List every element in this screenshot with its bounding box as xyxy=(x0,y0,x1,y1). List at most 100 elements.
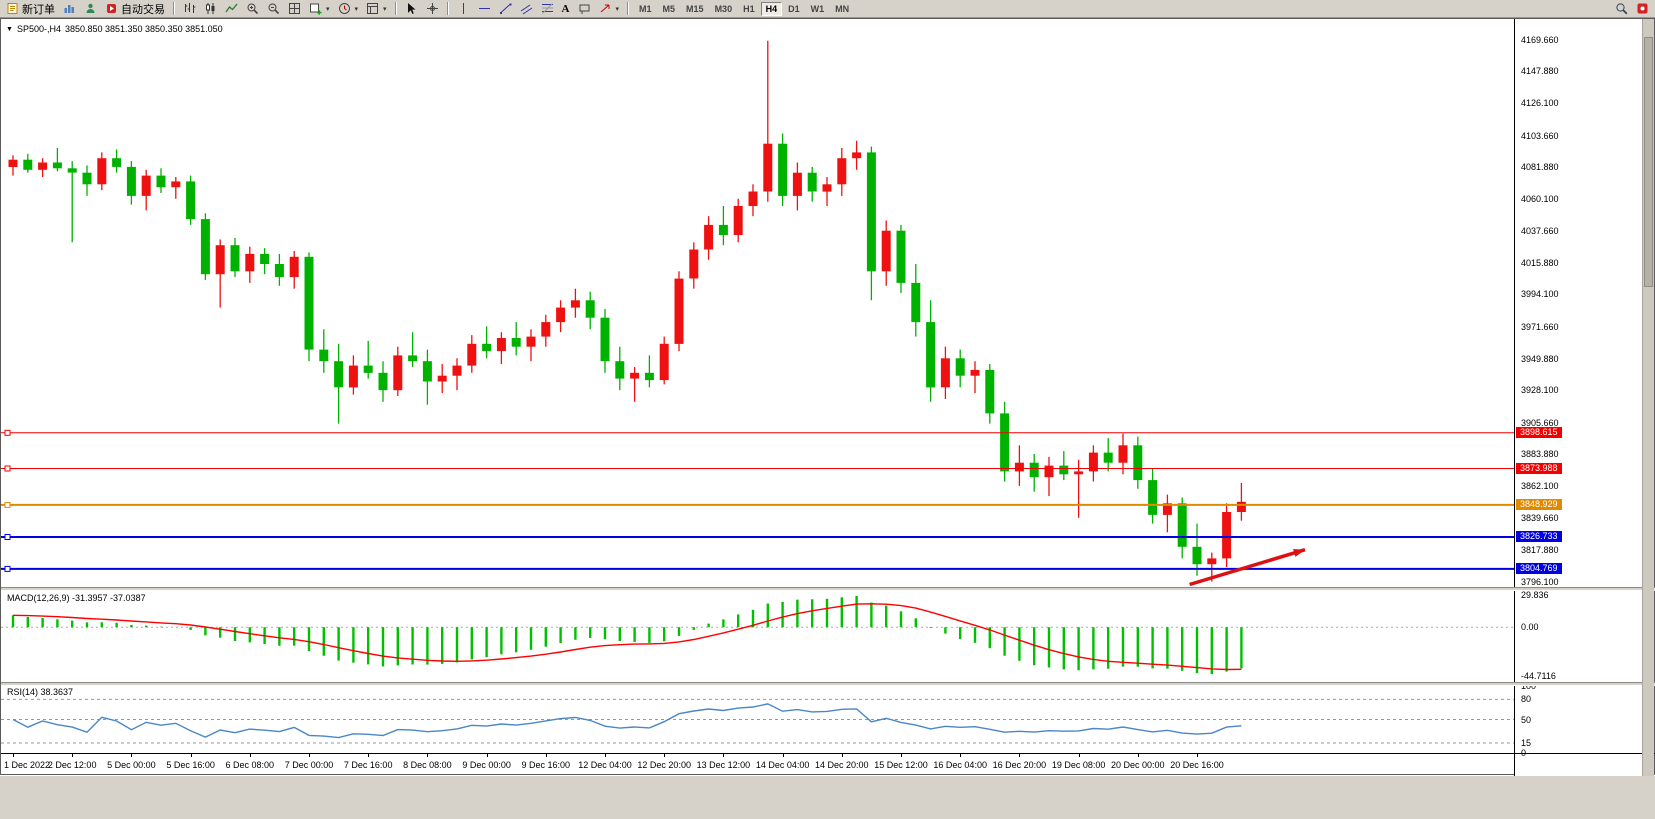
timeframe-button-d1[interactable]: D1 xyxy=(788,3,800,14)
rsi-axis-label: 100 xyxy=(1521,681,1537,691)
bar-chart-type-button[interactable] xyxy=(180,1,199,17)
time-axis-label: 14 Dec 04:00 xyxy=(755,760,810,770)
zoom-out-icon xyxy=(268,3,280,15)
trendline-icon xyxy=(499,3,512,14)
price-tick-label: 3839.660 xyxy=(1521,513,1559,524)
time-axis-label: 5 Dec 16:00 xyxy=(166,760,215,770)
new-chart-icon xyxy=(310,3,322,15)
time-tick xyxy=(664,754,666,757)
timeframe-button-m1[interactable]: M1 xyxy=(639,3,652,14)
crosshair-icon xyxy=(426,3,438,14)
scrollbar-thumb[interactable] xyxy=(1644,37,1653,287)
ohlc-values: 3850.850 3851.350 3850.350 3851.050 xyxy=(64,24,223,34)
time-axis-label: 9 Dec 00:00 xyxy=(462,760,511,770)
line-chart-type-button[interactable] xyxy=(222,1,241,17)
panel-splitter[interactable] xyxy=(1,682,1655,686)
rsi-axis-label: 50 xyxy=(1521,714,1532,725)
hline-price-tag[interactable]: 3873.988 xyxy=(1516,462,1562,474)
time-axis-label: 20 Dec 16:00 xyxy=(1170,760,1224,770)
cursor-icon xyxy=(407,3,416,14)
timeframe-button-m5[interactable]: M5 xyxy=(662,3,676,14)
macd-axis-label: 29.836 xyxy=(1521,589,1549,600)
timeframe-button-m30[interactable]: M30 xyxy=(714,3,733,14)
ohlc-bars-icon xyxy=(185,3,196,13)
search-icon xyxy=(1616,3,1628,15)
chart-dropdown-icon[interactable]: ▼ xyxy=(6,25,13,33)
macd-panel[interactable] xyxy=(1,591,1514,682)
search-button[interactable] xyxy=(1612,1,1631,17)
auto-trading-label: 自动交易 xyxy=(121,3,165,16)
time-tick xyxy=(190,754,192,757)
charts-button[interactable] xyxy=(60,1,79,17)
hline-price-tag[interactable]: 3898.615 xyxy=(1516,426,1562,438)
vertical-scrollbar[interactable] xyxy=(1642,19,1654,776)
main-price-chart[interactable] xyxy=(1,19,1514,587)
profiles-button[interactable] xyxy=(81,1,100,17)
chevron-down-icon: ▾ xyxy=(615,5,620,13)
fibonacci-button[interactable] xyxy=(538,1,557,17)
timeframe-button-mn[interactable]: MN xyxy=(835,3,850,14)
time-tick xyxy=(368,754,370,757)
notification-button[interactable] xyxy=(1633,1,1652,17)
zoom-in-button[interactable] xyxy=(243,1,262,17)
timeframe-button-m15[interactable]: M15 xyxy=(686,3,704,14)
new-chart-button[interactable]: ▾ xyxy=(306,1,333,17)
time-axis-label: 16 Dec 20:00 xyxy=(992,760,1047,770)
time-tick xyxy=(545,754,547,757)
time-axis-label: 7 Dec 00:00 xyxy=(284,760,334,770)
bar-chart-icon xyxy=(64,5,74,13)
auto-trading-button[interactable]: 自动交易 xyxy=(102,1,168,17)
trendline-button[interactable] xyxy=(496,1,515,17)
price-tick-label: 3994.100 xyxy=(1521,289,1559,300)
text-label-button[interactable] xyxy=(575,1,594,17)
time-axis-label: 9 Dec 16:00 xyxy=(521,760,571,770)
time-axis-label: 20 Dec 00:00 xyxy=(1111,760,1165,770)
vertical-line-button[interactable] xyxy=(454,1,473,17)
hline-price-tag[interactable]: 3804.769 xyxy=(1516,562,1562,574)
toolbar-separator xyxy=(394,2,397,15)
arrow-shape-icon xyxy=(600,4,609,13)
text-tool-button[interactable]: A xyxy=(559,1,573,17)
price-tick-label: 4081.880 xyxy=(1521,162,1559,173)
notification-icon xyxy=(1637,3,1648,14)
horizontal-line-icon xyxy=(478,8,490,9)
time-tick xyxy=(782,754,784,757)
zoom-out-button[interactable] xyxy=(264,1,283,17)
rsi-panel[interactable] xyxy=(1,686,1514,753)
time-axis-label: 12 Dec 20:00 xyxy=(637,760,691,770)
rsi-indicator-label: RSI(14) 38.3637 xyxy=(7,687,74,697)
templates-button[interactable]: ▾ xyxy=(363,1,390,17)
new-order-button[interactable]: 新订单 xyxy=(3,1,58,17)
time-axis-label: 7 Dec 16:00 xyxy=(343,760,393,770)
timeframe-button-h4[interactable]: H4 xyxy=(760,1,783,16)
cursor-button[interactable] xyxy=(402,1,421,17)
time-axis-label: 2 Dec 12:00 xyxy=(47,760,97,770)
tile-windows-button[interactable] xyxy=(285,1,304,17)
toolbar-separator xyxy=(446,2,449,15)
time-axis-label: 16 Dec 04:00 xyxy=(933,760,987,770)
hline-price-tag[interactable]: 3826.733 xyxy=(1516,531,1562,542)
price-tick-label: 4147.880 xyxy=(1521,66,1559,77)
timeframe-button-w1[interactable]: W1 xyxy=(810,3,825,14)
status-bar-area xyxy=(0,775,1655,819)
fibonacci-icon xyxy=(541,3,553,14)
hline-price-tag[interactable]: 3848.929 xyxy=(1516,498,1562,510)
arrows-button[interactable]: ▾ xyxy=(596,1,623,17)
periodicity-button[interactable]: ▾ xyxy=(335,1,362,17)
time-tick xyxy=(605,754,606,757)
price-tick-label: 4060.100 xyxy=(1521,193,1559,204)
tile-windows-icon xyxy=(289,3,300,14)
horizontal-line-button[interactable] xyxy=(475,1,494,17)
channel-button[interactable] xyxy=(517,1,536,17)
price-tick-label: 3905.660 xyxy=(1521,417,1559,428)
candlestick-type-button[interactable] xyxy=(201,1,220,17)
time-tick xyxy=(131,754,133,757)
chevron-down-icon: ▾ xyxy=(383,5,387,13)
time-tick xyxy=(841,754,843,757)
line-chart-icon xyxy=(225,3,238,13)
panel-splitter[interactable] xyxy=(1,587,1655,591)
time-tick xyxy=(1019,754,1021,757)
timeframe-button-h1[interactable]: H1 xyxy=(743,3,755,14)
crosshair-button[interactable] xyxy=(423,1,442,17)
price-tick-label: 4126.100 xyxy=(1521,98,1559,108)
